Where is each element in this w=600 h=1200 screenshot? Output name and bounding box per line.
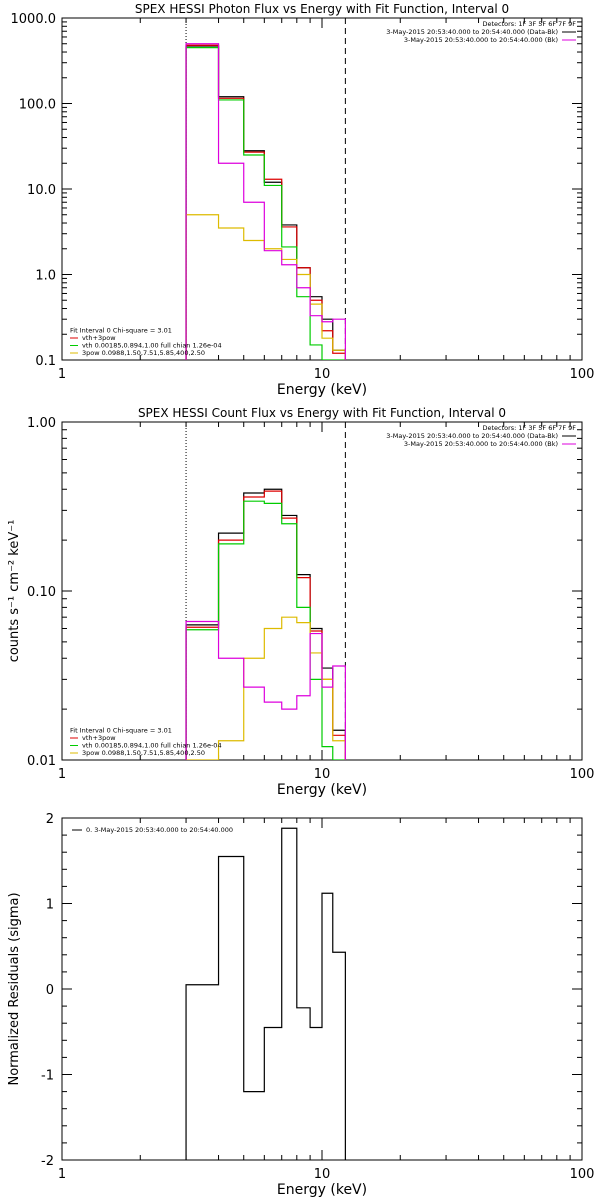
chart-title: SPEX HESSI Photon Flux vs Energy with Fi… xyxy=(135,2,509,16)
y-tick-label: 1.0 xyxy=(35,269,56,284)
legend-entry: 3-May-2015 20:53:40.000 to 20:54:40.000 … xyxy=(386,28,558,36)
series-data-bk xyxy=(185,488,346,760)
y-tick-label: -1 xyxy=(41,1069,54,1084)
fit-legend-entry: vth 0.00185,0.894,1.00 full chian 1.26e-… xyxy=(82,742,222,750)
y-tick-label: 1.00 xyxy=(27,416,56,431)
y-tick-label: 0.10 xyxy=(27,585,56,600)
series-3pow xyxy=(185,214,346,360)
y-tick-label: 100.0 xyxy=(19,98,56,113)
y-tick-label: 1000.0 xyxy=(11,12,57,27)
x-axis-label: Energy (keV) xyxy=(277,382,367,398)
chart-title: SPEX HESSI Count Flux vs Energy with Fit… xyxy=(138,406,506,420)
y-tick-label: 10.0 xyxy=(27,183,56,198)
x-tick-label: 10 xyxy=(314,1167,331,1182)
chart-panel-1: SPEX HESSI Count Flux vs Energy with Fit… xyxy=(7,406,594,798)
chart-panel-2: 1 10 100 -2 -1 0 1 2 Energy (keV) Normalized Resi… xyxy=(7,812,594,1198)
y-tick-label: 1 xyxy=(46,898,54,913)
y-axis-label: Normalized Residuals (sigma) xyxy=(7,892,22,1085)
series-bk xyxy=(185,43,346,360)
fit-legend-header: Fit Interval 0 Chi-square = 3.01 xyxy=(70,727,172,735)
x-tick-label: 1 xyxy=(58,767,66,782)
series-vth-3pow xyxy=(185,44,346,360)
x-axis-label: Energy (keV) xyxy=(277,782,367,798)
y-tick-label: 2 xyxy=(46,812,54,827)
x-tick-label: 100 xyxy=(570,767,595,782)
chart-panel-0: SPEX HESSI Photon Flux vs Energy with Fi… xyxy=(11,2,595,398)
y-axis-label: counts s⁻¹ cm⁻² keV⁻¹ xyxy=(7,520,22,663)
x-tick-label: 1 xyxy=(58,1167,66,1182)
fit-legend-entry: vth+3pow xyxy=(82,334,116,342)
series-vth xyxy=(185,500,346,760)
y-tick-label: 0 xyxy=(46,983,54,998)
x-tick-label: 10 xyxy=(314,367,331,382)
fit-legend-entry: vth 0.00185,0.894,1.00 full chian 1.26e-… xyxy=(82,342,222,350)
fit-legend-entry: 3pow 0.0988,1.50,7.51,5.85,400,2.50 xyxy=(82,349,205,357)
legend-entry: 3-May-2015 20:53:40.000 to 20:54:40.000 … xyxy=(404,36,558,44)
x-tick-label: 100 xyxy=(570,367,595,382)
legend-header: Detectors: 1F 3F 5F 6F 7F 9F xyxy=(482,20,576,28)
legend-header: Detectors: 1F 3F 5F 6F 7F 9F xyxy=(482,424,576,432)
fit-legend-entry: vth+3pow xyxy=(82,734,116,742)
legend-entry: 3-May-2015 20:53:40.000 to 20:54:40.000 … xyxy=(404,440,558,448)
x-axis-label: Energy (keV) xyxy=(277,1182,367,1198)
fit-legend-header: Fit Interval 0 Chi-square = 3.01 xyxy=(70,327,172,335)
x-tick-label: 100 xyxy=(570,1167,595,1182)
fit-legend-entry: 3pow 0.0988,1.50,7.51,5.85,400,2.50 xyxy=(82,749,205,757)
series-group xyxy=(185,827,346,1160)
legend-entry: 3-May-2015 20:53:40.000 to 20:54:40.000 … xyxy=(386,432,558,440)
x-tick-label: 10 xyxy=(314,767,331,782)
series-group xyxy=(185,43,346,360)
x-tick-label: 1 xyxy=(58,367,66,382)
series-data-bk xyxy=(185,45,346,360)
y-tick-label: 0.1 xyxy=(35,354,56,369)
legend-entry: 0. 3-May-2015 20:53:40.000 to 20:54:40.0… xyxy=(86,826,233,834)
series-residuals xyxy=(185,827,346,1160)
y-tick-label: 0.01 xyxy=(27,754,56,769)
y-tick-label: -2 xyxy=(41,1154,54,1169)
series-bk xyxy=(185,620,346,760)
series-group xyxy=(185,488,346,760)
